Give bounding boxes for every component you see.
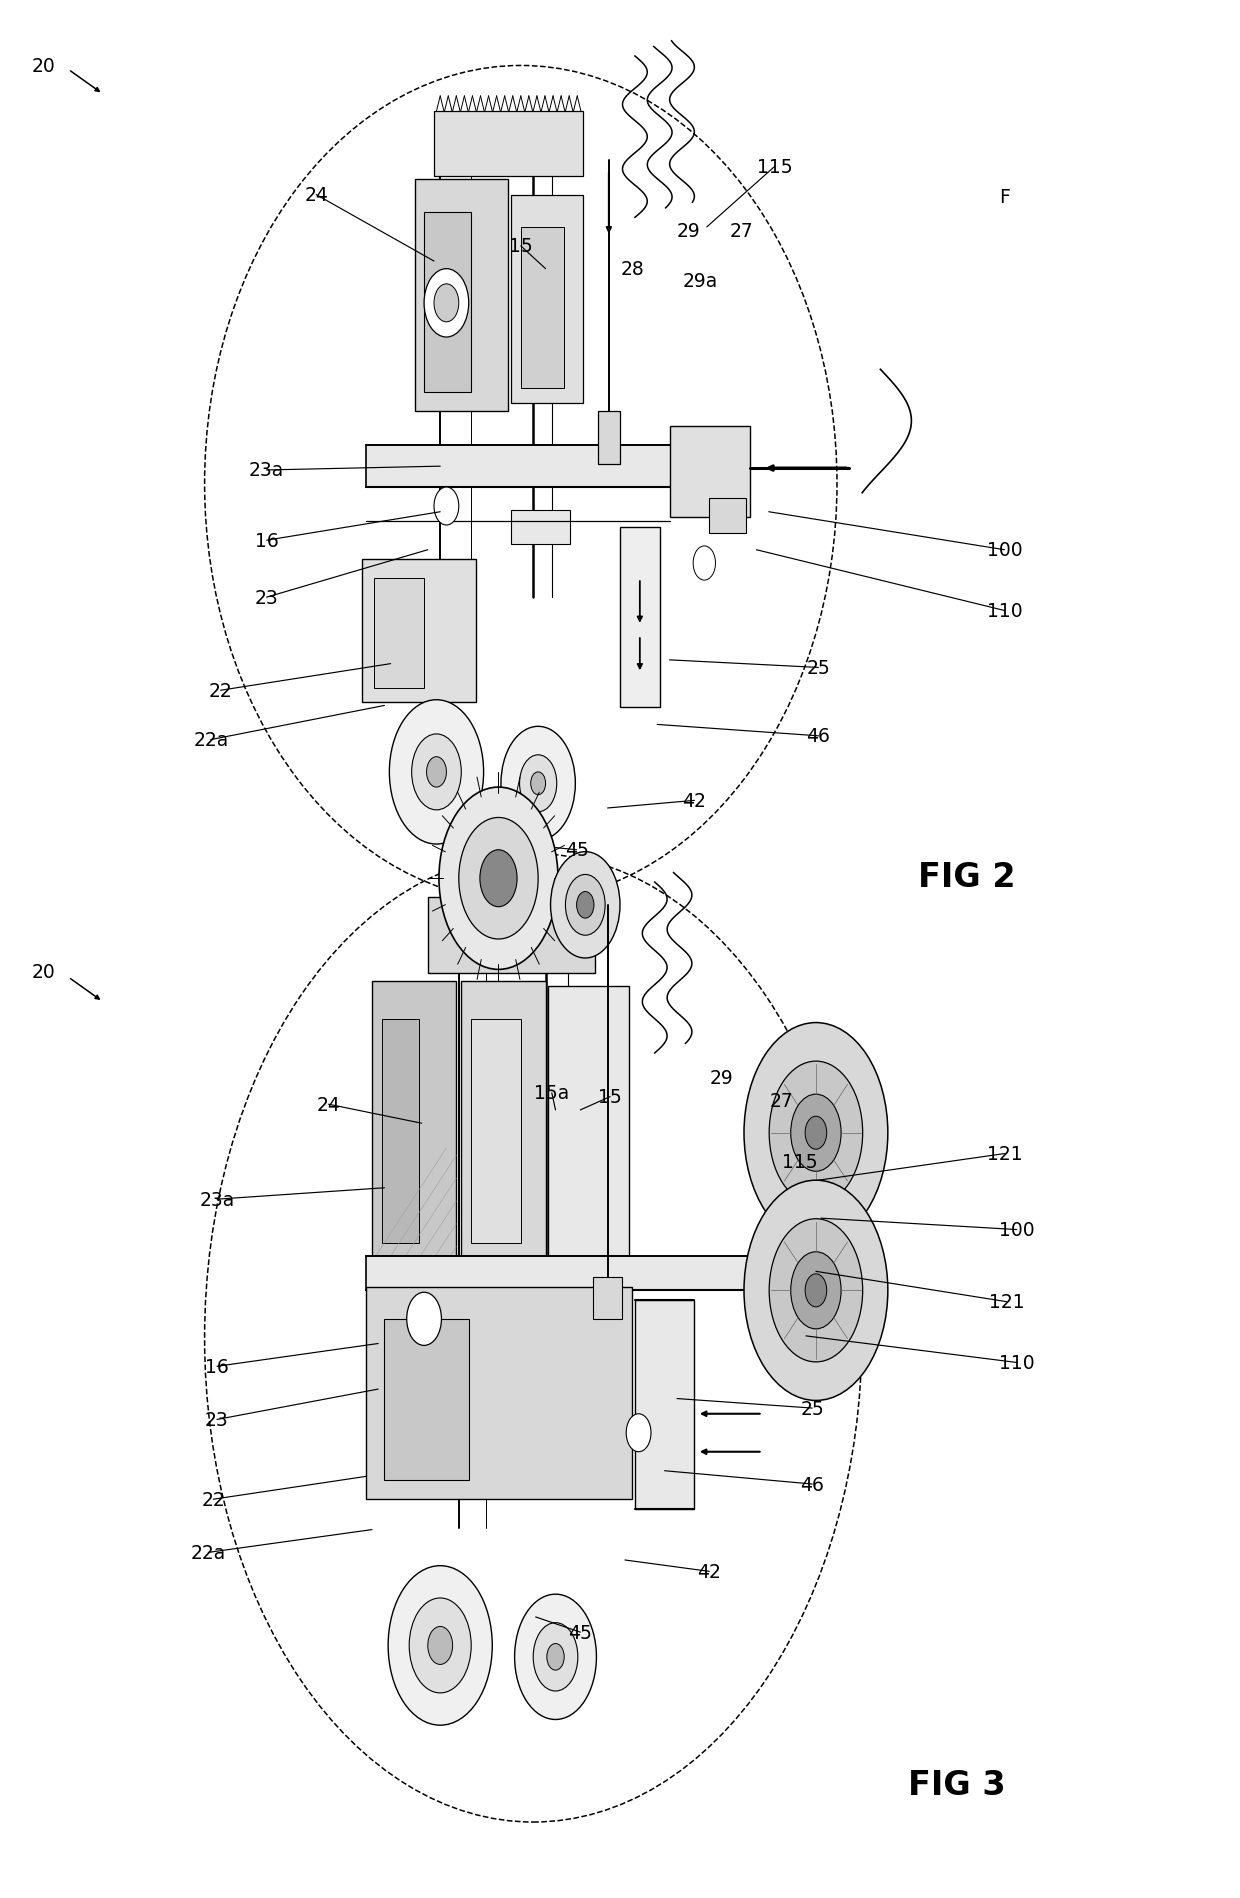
Text: 29a: 29a <box>683 271 718 290</box>
Bar <box>471 1019 521 1243</box>
Circle shape <box>439 788 558 970</box>
Text: 22: 22 <box>201 1490 226 1509</box>
Circle shape <box>531 772 546 795</box>
Bar <box>374 579 424 689</box>
Text: 24: 24 <box>316 1095 341 1114</box>
Bar <box>372 981 456 1262</box>
Circle shape <box>427 757 446 788</box>
Bar <box>461 981 546 1262</box>
Text: 110: 110 <box>999 1353 1034 1372</box>
Bar <box>384 1319 469 1480</box>
Text: 23: 23 <box>205 1410 229 1429</box>
Text: 25: 25 <box>800 1399 825 1418</box>
Circle shape <box>791 1253 841 1329</box>
Text: 42: 42 <box>697 1562 722 1581</box>
Circle shape <box>388 1566 492 1725</box>
Text: 23a: 23a <box>200 1190 234 1209</box>
Circle shape <box>744 1023 888 1243</box>
Circle shape <box>805 1116 827 1150</box>
Text: 121: 121 <box>990 1293 1024 1312</box>
Text: 15: 15 <box>598 1088 622 1107</box>
Text: FIG 2: FIG 2 <box>919 860 1016 894</box>
Text: 24: 24 <box>304 186 329 205</box>
Bar <box>424 213 471 393</box>
Text: 22a: 22a <box>193 731 228 750</box>
Circle shape <box>769 1061 863 1205</box>
Text: 16: 16 <box>254 531 279 550</box>
Circle shape <box>547 1644 564 1670</box>
Text: 16: 16 <box>205 1357 229 1376</box>
Circle shape <box>791 1095 841 1171</box>
Text: 15: 15 <box>508 237 533 256</box>
Bar <box>382 1019 419 1243</box>
Circle shape <box>434 285 459 323</box>
Circle shape <box>805 1274 827 1308</box>
Circle shape <box>459 818 538 940</box>
Circle shape <box>565 875 605 936</box>
Text: 29: 29 <box>676 222 701 241</box>
Text: 46: 46 <box>800 1475 825 1494</box>
Circle shape <box>428 1627 453 1665</box>
Circle shape <box>412 735 461 810</box>
Circle shape <box>389 700 484 845</box>
Bar <box>428 898 595 974</box>
Text: 42: 42 <box>682 791 707 810</box>
Bar <box>709 499 746 533</box>
Text: 23: 23 <box>254 588 279 607</box>
Bar <box>434 112 583 177</box>
Bar <box>366 446 750 488</box>
Bar <box>548 987 629 1262</box>
Text: 22: 22 <box>208 681 233 700</box>
Bar <box>635 1300 694 1509</box>
Text: 15a: 15a <box>534 1084 569 1103</box>
Bar <box>415 180 508 412</box>
Bar <box>511 511 570 545</box>
Circle shape <box>501 727 575 841</box>
Text: 100: 100 <box>999 1220 1034 1239</box>
Circle shape <box>626 1414 651 1452</box>
Bar <box>598 412 620 465</box>
Text: 45: 45 <box>568 1623 593 1642</box>
Text: 100: 100 <box>987 541 1022 560</box>
Text: 121: 121 <box>987 1144 1022 1163</box>
Bar <box>362 560 476 702</box>
Bar <box>670 427 750 518</box>
Text: 23a: 23a <box>249 461 284 480</box>
Text: FIG 3: FIG 3 <box>909 1767 1006 1801</box>
Circle shape <box>533 1623 578 1691</box>
Text: 22a: 22a <box>191 1543 226 1562</box>
Text: 115: 115 <box>782 1152 817 1171</box>
Circle shape <box>577 892 594 919</box>
Text: 46: 46 <box>806 727 831 746</box>
Bar <box>620 528 660 708</box>
Circle shape <box>407 1293 441 1346</box>
Bar <box>593 1277 622 1319</box>
Bar <box>366 1287 632 1499</box>
Circle shape <box>424 270 469 338</box>
Text: 110: 110 <box>987 602 1022 621</box>
Bar <box>366 1256 763 1291</box>
Text: 20: 20 <box>31 962 56 981</box>
Circle shape <box>769 1219 863 1363</box>
Circle shape <box>480 850 517 907</box>
Circle shape <box>434 488 459 526</box>
Circle shape <box>551 852 620 958</box>
Circle shape <box>515 1594 596 1720</box>
Text: 27: 27 <box>729 222 754 241</box>
Circle shape <box>409 1598 471 1693</box>
Text: 27: 27 <box>769 1091 794 1110</box>
Bar <box>511 195 583 404</box>
Text: 20: 20 <box>31 57 56 76</box>
Text: 45: 45 <box>564 841 589 860</box>
Bar <box>521 228 564 389</box>
Circle shape <box>693 547 715 581</box>
Text: 25: 25 <box>806 659 831 678</box>
Text: 28: 28 <box>620 260 645 279</box>
Text: F: F <box>999 188 1009 207</box>
Circle shape <box>520 755 557 812</box>
Text: 29: 29 <box>709 1069 734 1088</box>
Circle shape <box>744 1181 888 1401</box>
Text: 115: 115 <box>758 158 792 177</box>
